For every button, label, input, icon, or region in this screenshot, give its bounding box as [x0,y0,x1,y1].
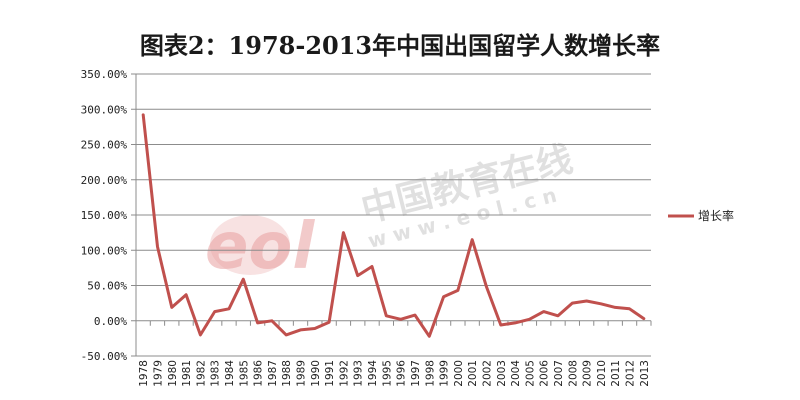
x-tick-label: 2007 [553,360,565,387]
legend-label: 增长率 [698,208,734,223]
x-tick-label: 2008 [567,360,579,387]
x-tick-labels: 1978 1979 1980 1981 1982 1983 1984 1985 1986 1987… [138,360,651,387]
legend: 增长率 [668,208,734,223]
x-tick-label: 1991 [324,360,336,387]
x-tick-label: 1993 [353,360,365,387]
eol-logo: eol [205,210,315,284]
series-group [141,113,646,338]
x-tick-label: 1990 [310,360,322,387]
x-tick-label: 1994 [367,360,379,387]
x-tick-label: 1996 [396,360,408,387]
x-tick-label: 2000 [453,360,465,387]
x-tick-label: 1997 [410,360,422,387]
x-tick-label: 2002 [481,360,493,387]
x-tick-label: 2006 [539,360,551,387]
x-tick-label: 2005 [524,360,536,387]
x-tick-label: 1982 [195,360,207,387]
x-tick-label: 1998 [424,360,436,387]
x-tick-label: 1995 [381,360,393,387]
y-tick-label: 300.00% [81,103,128,116]
x-tick-label: 1985 [238,360,250,387]
y-tick-label: 150.00% [81,209,128,222]
x-tick-label: 1987 [267,360,279,387]
x-tick-label: 2001 [467,360,479,387]
y-tick-label: 100.00% [81,244,128,257]
x-tick-label: 2003 [496,360,508,387]
y-tick-labels: -50.00% 0.00% 50.00% 100.00% 150.00% 200.00% 2… [81,68,128,363]
x-tick-label: 1979 [152,360,164,387]
y-tick-label: -50.00% [81,350,128,363]
x-tick-label: 1999 [439,360,451,387]
watermark: eol 中国教育在线 w w w . e o l . c n [205,139,577,284]
x-tick-label: 2013 [639,360,651,387]
x-tick-label: 2010 [596,360,608,387]
series-line [141,113,646,338]
x-tick-label: 1989 [296,360,308,387]
x-tick-label: 2011 [610,360,622,387]
x-tick-label: 2004 [510,360,522,387]
x-tick-label: 1986 [253,360,265,387]
x-tick-label: 1988 [281,360,293,387]
x-tick-label: 2009 [582,360,594,387]
y-tick-label: 200.00% [81,174,128,187]
grid [131,73,651,357]
x-tick-label: 1984 [224,360,236,387]
x-tick-label: 1978 [138,360,150,387]
x-tick-label: 1983 [210,360,222,387]
x-tick-label: 1980 [167,360,179,387]
x-tick-label: 1981 [181,360,193,387]
chart-title: 图表2：1978-2013年中国出国留学人数增长率 [139,31,661,60]
y-tick-label: 350.00% [81,68,128,81]
logo-text: eol [205,210,315,284]
y-tick-label: 50.00% [87,280,127,293]
x-tick-label: 1992 [338,360,350,387]
logo-swoosh-shape [210,215,290,275]
y-tick-label: 250.00% [81,139,128,152]
y-tick-label: 0.00% [94,315,127,328]
x-tick-label: 2012 [625,360,637,387]
